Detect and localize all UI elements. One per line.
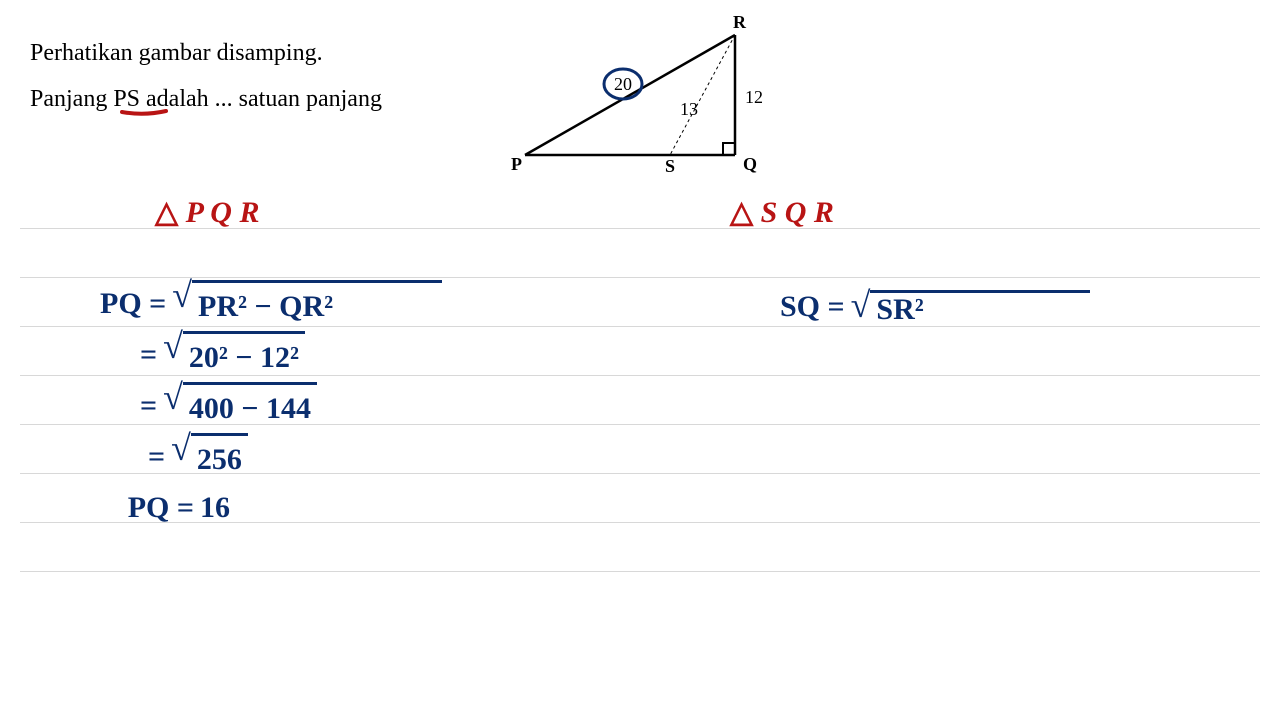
vertex-R: R (733, 12, 747, 32)
work-sqr: SQ = √SR² (780, 290, 1090, 327)
sq-step1: SQ = √SR² (780, 290, 1090, 327)
pq-step4: = √256 (100, 433, 442, 484)
label-RS: 13 (680, 99, 698, 119)
ps-underline (120, 108, 168, 116)
triangle-diagram: 20 13 12 R P Q S (505, 10, 785, 180)
question-line2: Panjang PS adalah ... satuan panjang (30, 76, 382, 122)
pq-step3: = √400 − 144 (100, 382, 442, 433)
pq-result: PQ = 16 (100, 484, 442, 532)
label-RQ: 12 (745, 87, 763, 107)
vertex-P: P (511, 154, 522, 174)
pq-step2: = √20² − 12² (100, 331, 442, 382)
pq-step1: PQ = √PR² − QR² (100, 280, 442, 331)
question-text: Perhatikan gambar disamping. Panjang PS … (30, 30, 382, 122)
question-line1: Perhatikan gambar disamping. (30, 30, 382, 76)
vertex-S: S (665, 156, 675, 176)
label-PR: 20 (614, 74, 632, 94)
work-pqr: PQ = √PR² − QR² = √20² − 12² = √400 − 14… (100, 280, 442, 532)
header-triangle-sqr: △ S Q R (730, 195, 834, 230)
vertex-Q: Q (743, 154, 757, 174)
header-triangle-pqr: △ P Q R (155, 195, 259, 230)
